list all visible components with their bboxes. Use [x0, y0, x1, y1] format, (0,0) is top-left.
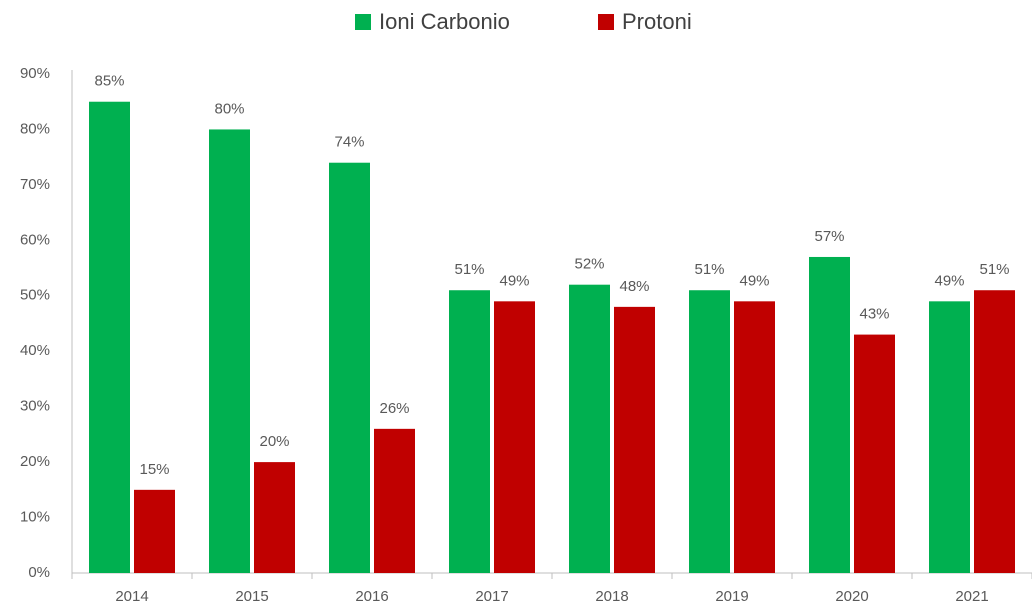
legend-label: Protoni — [622, 9, 692, 34]
bar — [734, 301, 775, 573]
bar — [449, 290, 490, 573]
bar — [494, 301, 535, 573]
data-label: 20% — [259, 433, 289, 450]
data-label: 85% — [94, 73, 124, 90]
data-label: 80% — [214, 100, 244, 117]
y-tick-label: 30% — [20, 398, 50, 415]
bar — [929, 301, 970, 573]
x-tick-label: 2016 — [355, 588, 388, 605]
data-label: 49% — [739, 272, 769, 289]
data-label: 49% — [499, 272, 529, 289]
y-tick-label: 70% — [20, 176, 50, 193]
x-tick-label: 2019 — [715, 588, 748, 605]
data-label: 74% — [334, 134, 364, 151]
data-label: 51% — [454, 261, 484, 278]
y-tick-label: 60% — [20, 231, 50, 248]
data-label: 52% — [574, 256, 604, 273]
bar — [809, 256, 850, 573]
bar — [614, 306, 655, 573]
x-tick-label: 2014 — [115, 588, 148, 605]
data-label: 26% — [379, 400, 409, 417]
bar — [974, 290, 1015, 573]
x-tick-label: 2020 — [835, 588, 868, 605]
data-label: 43% — [859, 306, 889, 323]
data-label: 51% — [694, 261, 724, 278]
data-label: 49% — [934, 272, 964, 289]
bar — [209, 129, 250, 573]
x-tick-label: 2021 — [955, 588, 988, 605]
y-tick-label: 10% — [20, 509, 50, 526]
data-label: 48% — [619, 278, 649, 295]
x-tick-label: 2015 — [235, 588, 268, 605]
y-tick-label: 80% — [20, 120, 50, 137]
bar — [569, 284, 610, 573]
legend-swatch — [598, 14, 614, 30]
x-tick-label: 2018 — [595, 588, 628, 605]
legend-swatch — [355, 14, 371, 30]
bar — [854, 334, 895, 573]
y-tick-label: 50% — [20, 287, 50, 304]
legend-label: Ioni Carbonio — [379, 9, 510, 34]
bar — [89, 101, 130, 573]
data-label: 51% — [979, 261, 1009, 278]
bar — [329, 162, 370, 573]
data-label: 57% — [814, 228, 844, 245]
bar — [374, 428, 415, 573]
y-tick-label: 0% — [28, 564, 50, 581]
x-tick-label: 2017 — [475, 588, 508, 605]
y-tick-label: 20% — [20, 453, 50, 470]
bar — [689, 290, 730, 573]
bar — [254, 462, 295, 573]
y-tick-label: 90% — [20, 65, 50, 82]
bar — [134, 489, 175, 573]
y-tick-label: 40% — [20, 342, 50, 359]
data-label: 15% — [139, 461, 169, 478]
